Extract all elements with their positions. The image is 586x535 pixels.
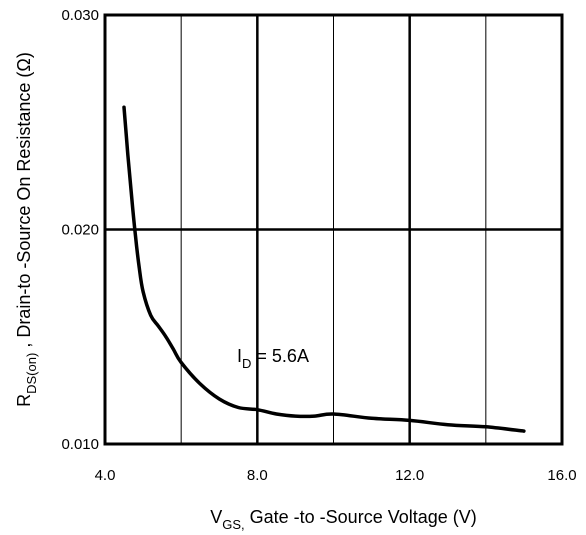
annotation-main: I <box>237 346 242 366</box>
x-tick-label: 4.0 <box>95 467 116 484</box>
y-axis-label: RDS(on) , Drain-to -Source On Resistance… <box>14 52 39 407</box>
y-axis-label-subscript: DS(on) <box>24 353 39 394</box>
x-tick-label: 12.0 <box>395 467 424 484</box>
x-tick-labels: 4.0 8.0 12.0 16.0 <box>95 467 577 484</box>
series-line-id-5-6a <box>122 105 526 433</box>
x-axis-label: VGS, Gate -to -Source Voltage (V) <box>210 507 477 532</box>
y-tick-label: 0.030 <box>61 7 99 24</box>
y-tick-label: 0.010 <box>61 436 99 453</box>
annotation-rest: = 5.6A <box>251 346 309 366</box>
x-axis-label-main: V <box>210 507 222 527</box>
x-tick-label: 16.0 <box>547 467 576 484</box>
y-tick-labels: 0.010 0.020 0.030 <box>61 7 99 453</box>
grid-lines <box>105 15 562 444</box>
annotation-subscript: D <box>242 356 251 371</box>
x-tick-label: 8.0 <box>247 467 268 484</box>
current-annotation: ID = 5.6A <box>237 346 309 371</box>
plot-frame <box>103 13 564 446</box>
y-axis-label-rest: , Drain-to -Source On Resistance (Ω) <box>14 52 34 353</box>
y-axis-label-main: R <box>14 394 34 407</box>
y-tick-label: 0.020 <box>61 222 99 239</box>
x-axis-label-rest: Gate -to -Source Voltage (V) <box>245 507 477 527</box>
x-axis-label-subscript: GS, <box>222 517 244 532</box>
